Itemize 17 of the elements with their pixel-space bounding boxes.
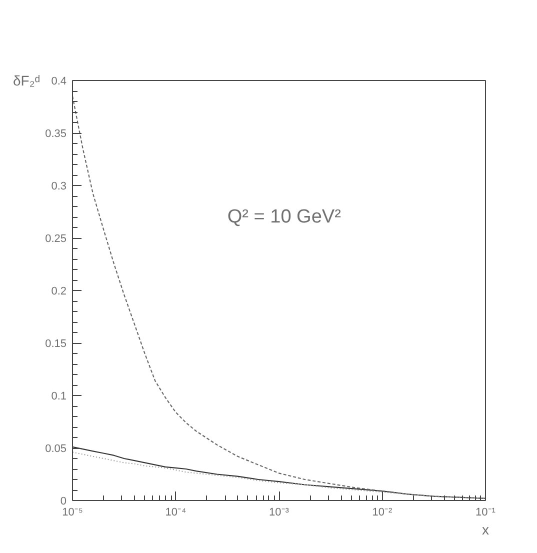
y-tick-label: 0 <box>60 496 67 508</box>
x-tick-label: 10⁻² <box>372 506 393 518</box>
x-tick-label: 10⁻⁵ <box>62 506 83 518</box>
y-tick-label: 0.25 <box>45 233 67 245</box>
x-tick-label: 10⁻⁴ <box>165 506 187 518</box>
y-tick-label: 0.15 <box>45 338 67 350</box>
x-tick-label: 10⁻³ <box>269 506 290 518</box>
y-tick-label: 0.3 <box>51 180 67 192</box>
x-tick-label: 10⁻¹ <box>476 506 496 518</box>
y-tick-label: 0.2 <box>51 286 67 298</box>
annotation: Q² = 10 GeV² <box>227 206 341 228</box>
y-tick-label: 0.35 <box>45 128 67 140</box>
y-tick-label: 0.05 <box>45 443 67 455</box>
y-axis-title: δF₂ᵈ <box>13 72 40 88</box>
y-tick-label: 0.4 <box>51 76 67 88</box>
y-tick-label: 0.1 <box>51 390 67 402</box>
x-axis-title: x <box>482 522 489 538</box>
